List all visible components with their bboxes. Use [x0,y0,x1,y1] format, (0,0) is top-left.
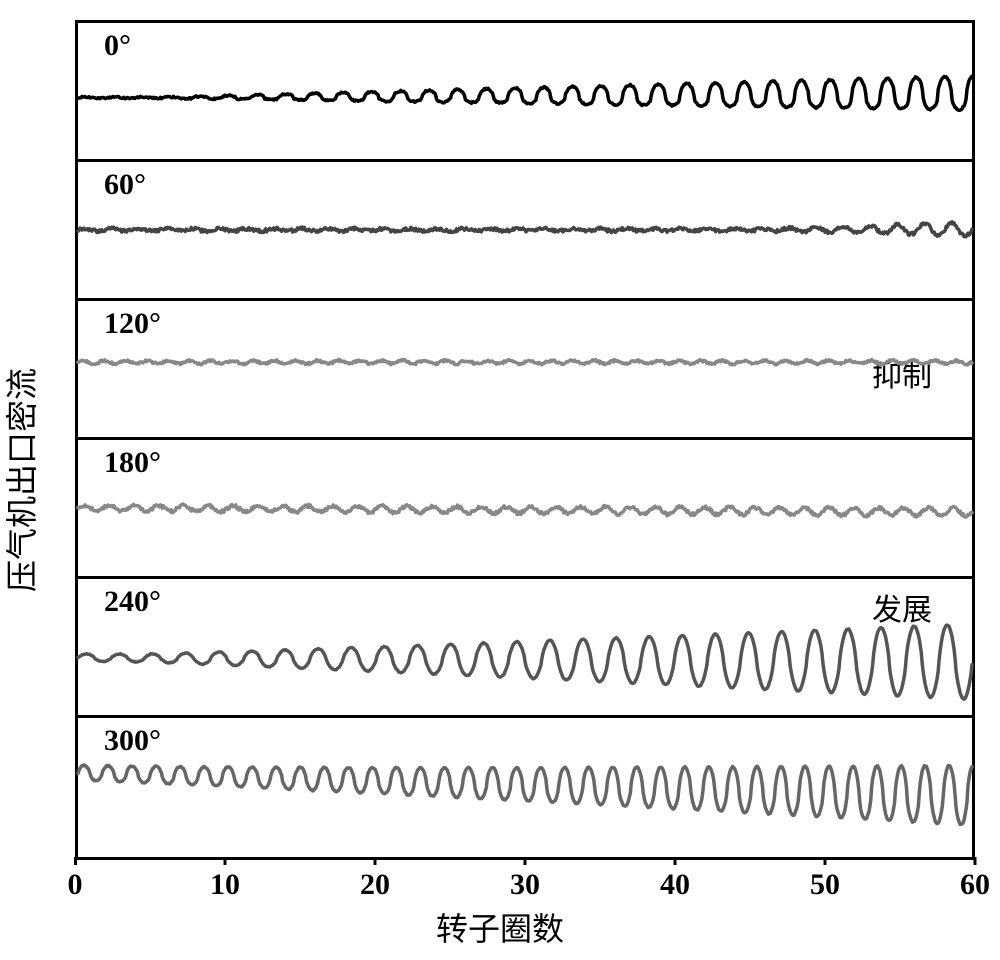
panel-1: 60° [78,162,972,301]
panel-3: 180° [78,440,972,579]
panel-2: 120°抑制 [78,301,972,440]
chart-container: 压气机出口密流 0°60°120°抑制180°240°发展300° 0 10 20 3… [0,0,1000,960]
x-axis-label: 转子圈数 [436,904,564,950]
waveform [78,579,972,715]
x-tick: 60 [960,862,990,902]
waveform [78,440,972,576]
x-tick: 10 [210,862,240,902]
y-axis-label: 压气机出口密流 [0,368,43,592]
waveform [78,23,972,159]
x-axis-ticks: 0102030405060 [75,862,975,902]
x-tick: 40 [660,862,690,902]
x-tick: 20 [360,862,390,902]
x-tick: 0 [68,862,83,902]
panel-4: 240°发展 [78,579,972,718]
waveform [78,162,972,298]
waveform [78,301,972,437]
x-tick: 30 [510,862,540,902]
waveform [78,718,972,857]
x-tick: 50 [810,862,840,902]
panel-0: 0° [78,23,972,162]
panel-stack: 0°60°120°抑制180°240°发展300° [75,20,975,860]
panel-5: 300° [78,718,972,857]
